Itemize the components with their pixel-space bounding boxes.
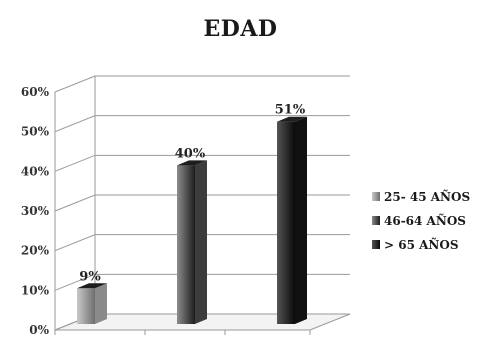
- bar-top-face: [277, 116, 307, 122]
- gridline: [54, 75, 350, 93]
- bar-side-face: [295, 116, 307, 324]
- bar-side-face: [95, 283, 107, 324]
- bar: [277, 116, 307, 324]
- gridline: [54, 234, 350, 252]
- gridline: [54, 194, 350, 212]
- data-label: 40%: [175, 146, 206, 161]
- bar-front-face: [277, 121, 295, 324]
- legend-swatch: [372, 216, 380, 225]
- legend-label: > 65 AÑOS: [384, 237, 459, 252]
- chart-title: EDAD: [203, 16, 278, 42]
- legend-swatch: [372, 240, 380, 249]
- legend-swatch: [372, 192, 380, 201]
- gridline: [54, 154, 350, 172]
- y-tick-label: 40%: [21, 164, 50, 178]
- bar: [77, 283, 107, 324]
- y-tick-label: 60%: [21, 85, 50, 99]
- bar-top-face: [177, 160, 207, 166]
- bar-front-face: [77, 288, 95, 324]
- legend-label: 46-64 AÑOS: [384, 213, 466, 228]
- data-label: 9%: [79, 269, 101, 284]
- bar-side-face: [195, 160, 207, 324]
- y-tick-label: 10%: [21, 283, 50, 297]
- data-label: 51%: [275, 103, 306, 118]
- bar: [177, 160, 207, 324]
- gridline: [54, 115, 350, 133]
- gridline: [54, 273, 350, 291]
- y-tick-label: 50%: [21, 125, 50, 139]
- legend-label: 25- 45 AÑOS: [384, 189, 470, 204]
- y-tick-label: 30%: [21, 204, 50, 218]
- y-tick-label: 20%: [21, 244, 50, 258]
- bar-top-face: [77, 283, 107, 289]
- bar-front-face: [177, 165, 195, 324]
- y-tick-label: 0%: [29, 323, 49, 337]
